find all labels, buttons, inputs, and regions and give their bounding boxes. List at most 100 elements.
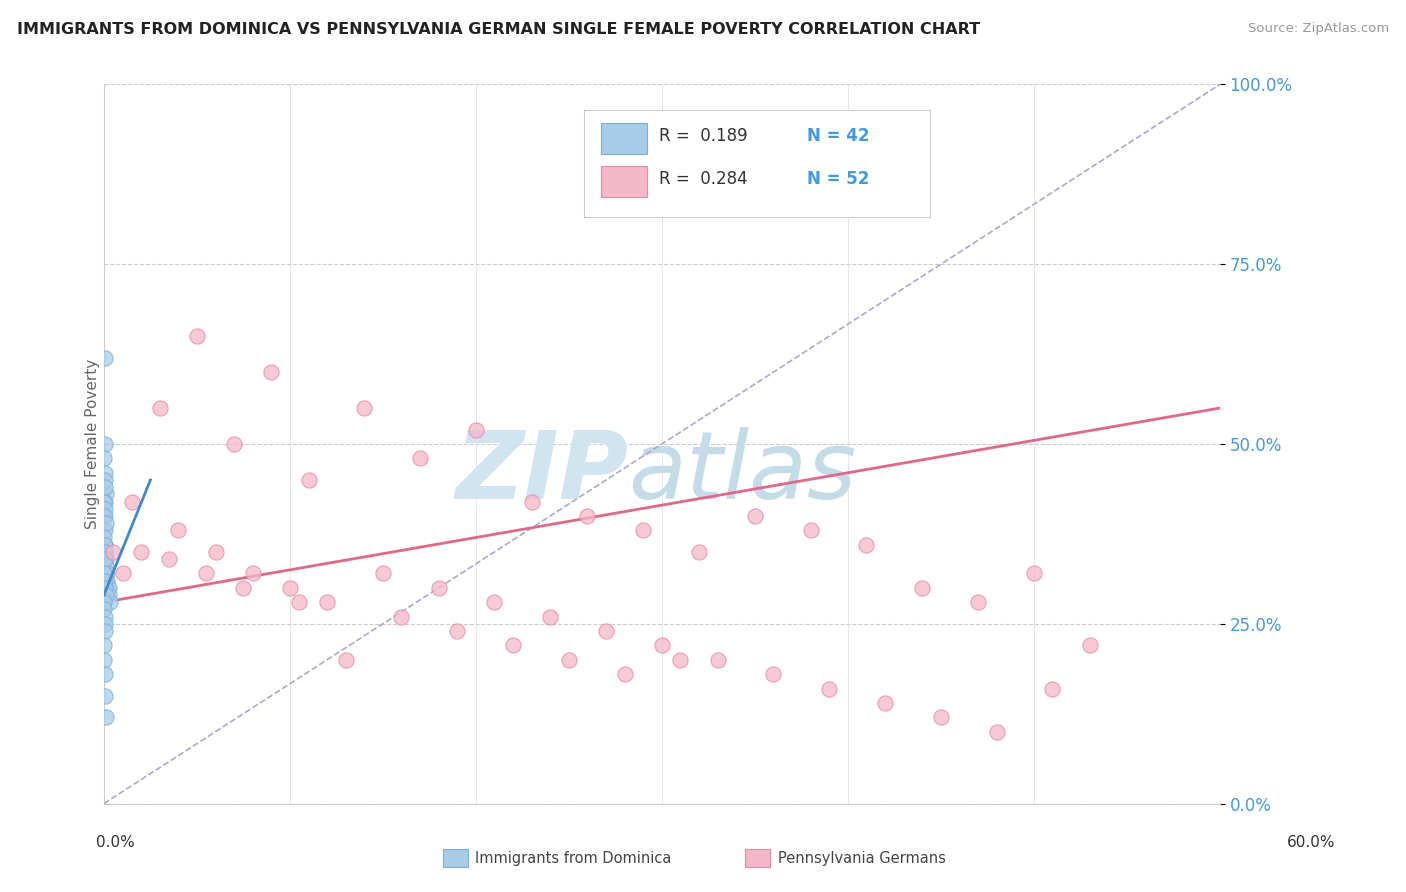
Point [121,494,143,508]
Point [94,552,117,566]
Text: R =  0.284: R = 0.284 [658,170,747,188]
Text: IMMIGRANTS FROM DOMINICA VS PENNSYLVANIA GERMAN SINGLE FEMALE POVERTY CORRELATIO: IMMIGRANTS FROM DOMINICA VS PENNSYLVANIA… [17,22,980,37]
Point [464,423,486,437]
Point [409,451,432,466]
Text: Pennsylvania Germans: Pennsylvania Germans [778,851,945,865]
Point [260,365,283,379]
Point [93,531,115,545]
Point [94,574,117,588]
Point [242,566,264,581]
Bar [443,849,468,867]
Text: N = 52: N = 52 [807,170,869,188]
Point [94,437,117,451]
Point [538,609,561,624]
Point [96,574,118,588]
Point [873,696,896,710]
Point [633,524,655,538]
Point [93,466,115,480]
Point [371,566,394,581]
Point [93,609,115,624]
Point [316,595,339,609]
Point [688,545,710,559]
Point [278,581,301,595]
Point [669,653,692,667]
Point [576,508,599,523]
Point [967,595,990,609]
Text: R =  0.189: R = 0.189 [658,128,747,145]
Point [297,473,319,487]
Point [224,437,246,451]
Bar [745,849,770,867]
Point [613,667,636,681]
Point [595,624,617,638]
Point [94,545,117,559]
Point [94,480,117,494]
Point [167,524,190,538]
Point [288,595,311,609]
Point [97,581,120,595]
Point [94,473,117,487]
Point [1022,566,1045,581]
Point [94,516,117,530]
Point [502,638,524,652]
FancyBboxPatch shape [600,122,647,154]
Point [93,667,115,681]
Point [744,508,766,523]
Point [94,351,117,365]
Y-axis label: Single Female Poverty: Single Female Poverty [86,359,100,529]
Point [353,401,375,415]
Point [762,667,785,681]
Point [93,566,115,581]
Point [93,538,115,552]
Point [94,559,117,574]
Point [103,545,125,559]
Point [111,566,134,581]
Point [93,494,115,508]
Point [94,710,117,724]
Text: atlas: atlas [628,427,856,518]
Point [558,653,581,667]
Point [157,552,180,566]
Point [93,653,115,667]
Point [855,538,877,552]
Point [94,581,117,595]
Point [1078,638,1101,652]
Point [93,638,115,652]
Point [93,451,115,466]
Point [929,710,952,724]
Point [391,609,413,624]
FancyBboxPatch shape [583,110,929,218]
Point [94,501,117,516]
Text: 0.0%: 0.0% [96,836,135,850]
Point [818,681,841,696]
Point [204,545,226,559]
Point [800,524,823,538]
Point [1042,681,1064,696]
Point [97,581,120,595]
Text: 60.0%: 60.0% [1288,836,1336,850]
Point [335,653,357,667]
Point [96,566,118,581]
Point [94,616,117,631]
Point [149,401,172,415]
Point [98,588,121,602]
Point [232,581,254,595]
FancyBboxPatch shape [600,166,647,197]
Text: Source: ZipAtlas.com: Source: ZipAtlas.com [1249,22,1389,36]
Point [986,724,1008,739]
Point [911,581,934,595]
Point [427,581,450,595]
Point [520,494,543,508]
Point [129,545,152,559]
Point [706,653,728,667]
Point [94,552,117,566]
Point [93,602,115,616]
Point [93,538,115,552]
Text: ZIP: ZIP [456,426,628,519]
Point [484,595,506,609]
Point [651,638,673,652]
Point [195,566,218,581]
Point [94,508,117,523]
Point [94,524,117,538]
Text: Immigrants from Dominica: Immigrants from Dominica [475,851,672,865]
